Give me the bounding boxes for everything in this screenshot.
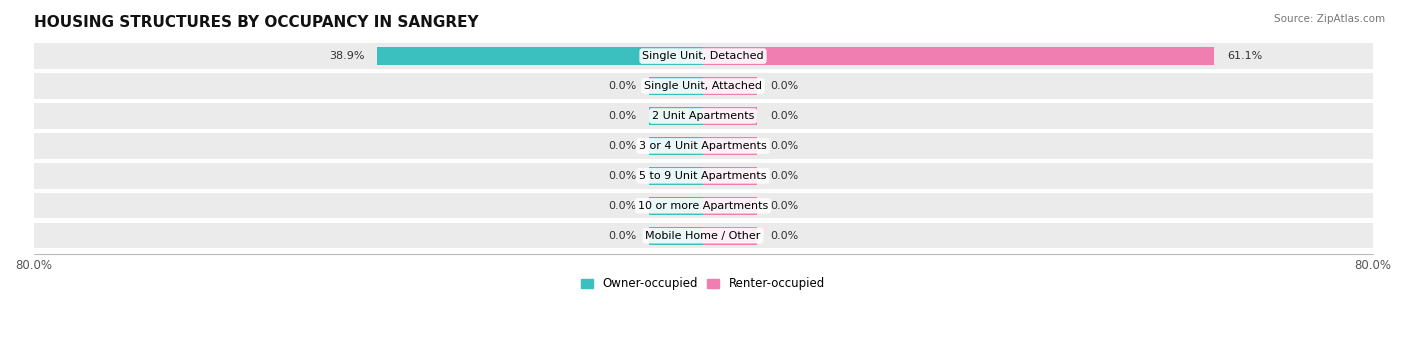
Text: 3 or 4 Unit Apartments: 3 or 4 Unit Apartments (640, 141, 766, 151)
Bar (648, 107, 703, 125)
Bar (703, 77, 758, 95)
Bar (648, 167, 703, 185)
Bar (648, 137, 703, 155)
Text: Single Unit, Detached: Single Unit, Detached (643, 51, 763, 61)
Text: 0.0%: 0.0% (607, 171, 636, 181)
Text: 0.0%: 0.0% (607, 201, 636, 211)
Text: 0.0%: 0.0% (770, 81, 799, 91)
Text: 0.0%: 0.0% (607, 111, 636, 121)
Bar (34, 73, 1372, 99)
Text: 0.0%: 0.0% (770, 231, 799, 241)
Text: 0.0%: 0.0% (770, 201, 799, 211)
Bar (34, 103, 1372, 129)
Text: 0.0%: 0.0% (607, 81, 636, 91)
Bar (377, 47, 703, 65)
Bar (703, 137, 758, 155)
Text: 61.1%: 61.1% (1227, 51, 1263, 61)
Bar (703, 167, 758, 185)
Text: 2 Unit Apartments: 2 Unit Apartments (652, 111, 754, 121)
Text: 0.0%: 0.0% (607, 141, 636, 151)
Bar (34, 223, 1372, 249)
Text: Single Unit, Attached: Single Unit, Attached (644, 81, 762, 91)
Text: 10 or more Apartments: 10 or more Apartments (638, 201, 768, 211)
Text: 0.0%: 0.0% (770, 171, 799, 181)
Legend: Owner-occupied, Renter-occupied: Owner-occupied, Renter-occupied (576, 273, 830, 295)
Bar (703, 197, 758, 215)
Bar (648, 227, 703, 245)
Text: 5 to 9 Unit Apartments: 5 to 9 Unit Apartments (640, 171, 766, 181)
Text: Mobile Home / Other: Mobile Home / Other (645, 231, 761, 241)
Bar (703, 107, 758, 125)
Text: 0.0%: 0.0% (770, 141, 799, 151)
Text: 38.9%: 38.9% (329, 51, 366, 61)
Bar (34, 193, 1372, 219)
Text: 0.0%: 0.0% (607, 231, 636, 241)
Text: 0.0%: 0.0% (770, 111, 799, 121)
Text: Source: ZipAtlas.com: Source: ZipAtlas.com (1274, 14, 1385, 24)
Bar (34, 163, 1372, 189)
Bar (703, 227, 758, 245)
Text: HOUSING STRUCTURES BY OCCUPANCY IN SANGREY: HOUSING STRUCTURES BY OCCUPANCY IN SANGR… (34, 15, 478, 30)
Bar (703, 47, 1215, 65)
Bar (34, 43, 1372, 69)
Bar (648, 197, 703, 215)
Bar (648, 77, 703, 95)
Bar (34, 133, 1372, 159)
